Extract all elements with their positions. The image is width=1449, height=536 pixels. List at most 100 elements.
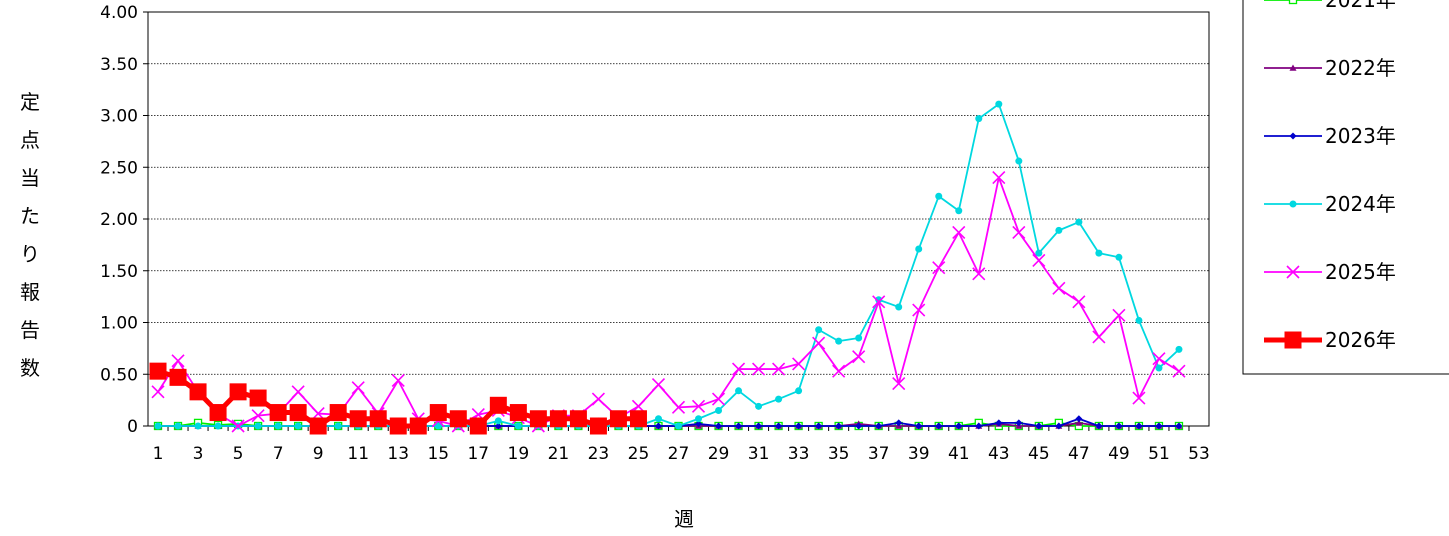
data-point xyxy=(269,404,287,422)
data-point xyxy=(691,399,706,413)
data-point xyxy=(1172,364,1186,378)
data-point xyxy=(389,417,407,435)
data-point xyxy=(589,417,607,435)
legend-label: 2021年 xyxy=(1325,0,1396,12)
data-point xyxy=(815,422,823,430)
data-point xyxy=(654,422,662,430)
data-point xyxy=(1035,422,1043,430)
data-point xyxy=(609,410,627,428)
data-point xyxy=(795,387,803,395)
data-point xyxy=(1289,200,1297,208)
x-tick-label: 37 xyxy=(868,444,890,464)
data-point xyxy=(935,192,943,200)
data-point xyxy=(975,115,983,123)
x-tick-label: 19 xyxy=(508,444,530,464)
data-point xyxy=(1055,422,1063,430)
y-axis-label-char: 報 xyxy=(20,280,40,304)
data-point xyxy=(1132,391,1146,405)
data-point xyxy=(469,417,487,435)
legend-item: 2021年 xyxy=(1264,0,1396,12)
data-point xyxy=(835,422,843,430)
x-tick-label: 41 xyxy=(948,444,970,464)
y-axis-label-char: た xyxy=(20,204,40,228)
y-axis-label-char: 告 xyxy=(20,318,40,342)
x-tick-label: 11 xyxy=(347,444,369,464)
series-6 xyxy=(149,362,647,435)
x-tick-label: 27 xyxy=(668,444,690,464)
data-point xyxy=(731,362,746,376)
data-point xyxy=(975,422,983,430)
y-tick-label: 3.00 xyxy=(100,107,138,127)
data-point xyxy=(349,410,367,428)
data-point xyxy=(675,422,682,430)
y-tick-label: 1.00 xyxy=(100,314,138,334)
data-point xyxy=(812,336,826,350)
data-point xyxy=(1052,281,1066,295)
data-point xyxy=(995,419,1003,427)
data-point xyxy=(214,422,222,430)
data-point xyxy=(174,422,182,430)
x-tick-label: 7 xyxy=(273,444,284,464)
x-tick-label: 39 xyxy=(908,444,930,464)
data-point xyxy=(231,419,245,433)
y-tick-label: 2.50 xyxy=(100,158,138,178)
data-point xyxy=(309,417,327,435)
data-point xyxy=(209,404,227,422)
data-point xyxy=(291,385,305,399)
data-point xyxy=(735,422,743,430)
y-axis-label-char: り xyxy=(20,242,40,266)
legend-label: 2023年 xyxy=(1325,124,1396,148)
data-point xyxy=(915,422,923,430)
x-tick-label: 3 xyxy=(193,444,204,464)
data-point xyxy=(289,404,307,422)
y-axis-label-char: 点 xyxy=(20,128,40,152)
data-point xyxy=(855,334,863,342)
data-point xyxy=(629,410,647,428)
data-point xyxy=(1075,415,1083,423)
data-point xyxy=(1175,345,1183,353)
x-tick-label: 43 xyxy=(988,444,1010,464)
x-tick-label: 47 xyxy=(1068,444,1090,464)
data-point xyxy=(992,171,1006,185)
data-point xyxy=(329,404,347,422)
data-point xyxy=(1095,249,1103,257)
y-axis-label-char: 定 xyxy=(20,90,40,114)
data-point xyxy=(1012,225,1026,240)
data-point xyxy=(752,362,766,376)
data-point xyxy=(549,410,567,428)
y-tick-label: 4.00 xyxy=(100,3,138,23)
x-tick-label: 49 xyxy=(1108,444,1130,464)
data-point xyxy=(254,422,262,430)
data-point xyxy=(892,376,906,391)
data-point xyxy=(915,245,923,253)
data-point xyxy=(1032,253,1046,267)
data-point xyxy=(852,350,866,364)
legend-item: 2022年 xyxy=(1264,56,1396,80)
data-point xyxy=(932,261,946,275)
x-tick-label: 51 xyxy=(1148,444,1170,464)
data-point xyxy=(1075,419,1083,426)
data-point xyxy=(509,404,527,422)
x-axis-label: 週 xyxy=(674,507,694,531)
data-point xyxy=(835,337,843,345)
legend-item: 2023年 xyxy=(1264,124,1396,148)
data-point xyxy=(955,422,963,430)
data-point xyxy=(912,303,926,317)
data-point xyxy=(149,362,167,380)
legend-item: 2025年 xyxy=(1264,260,1396,284)
data-point xyxy=(1015,157,1023,165)
x-tick-label: 13 xyxy=(387,444,409,464)
data-point xyxy=(872,295,886,309)
y-axis-label-char: 当 xyxy=(20,166,40,190)
x-tick-label: 53 xyxy=(1188,444,1210,464)
data-point xyxy=(855,422,863,430)
data-point xyxy=(972,267,986,281)
data-point xyxy=(1112,308,1126,322)
data-point xyxy=(1075,218,1083,226)
data-point xyxy=(1152,352,1166,366)
data-point xyxy=(895,303,903,311)
data-point xyxy=(895,419,903,427)
grid-lines xyxy=(148,63,1209,375)
x-axis: 1 3 5 7 9 11 13 15 17 19 21 23 25 27 29 31 33 35 37 39 41 43 4… xyxy=(153,426,1210,464)
y-tick-label: 2.00 xyxy=(100,210,138,230)
